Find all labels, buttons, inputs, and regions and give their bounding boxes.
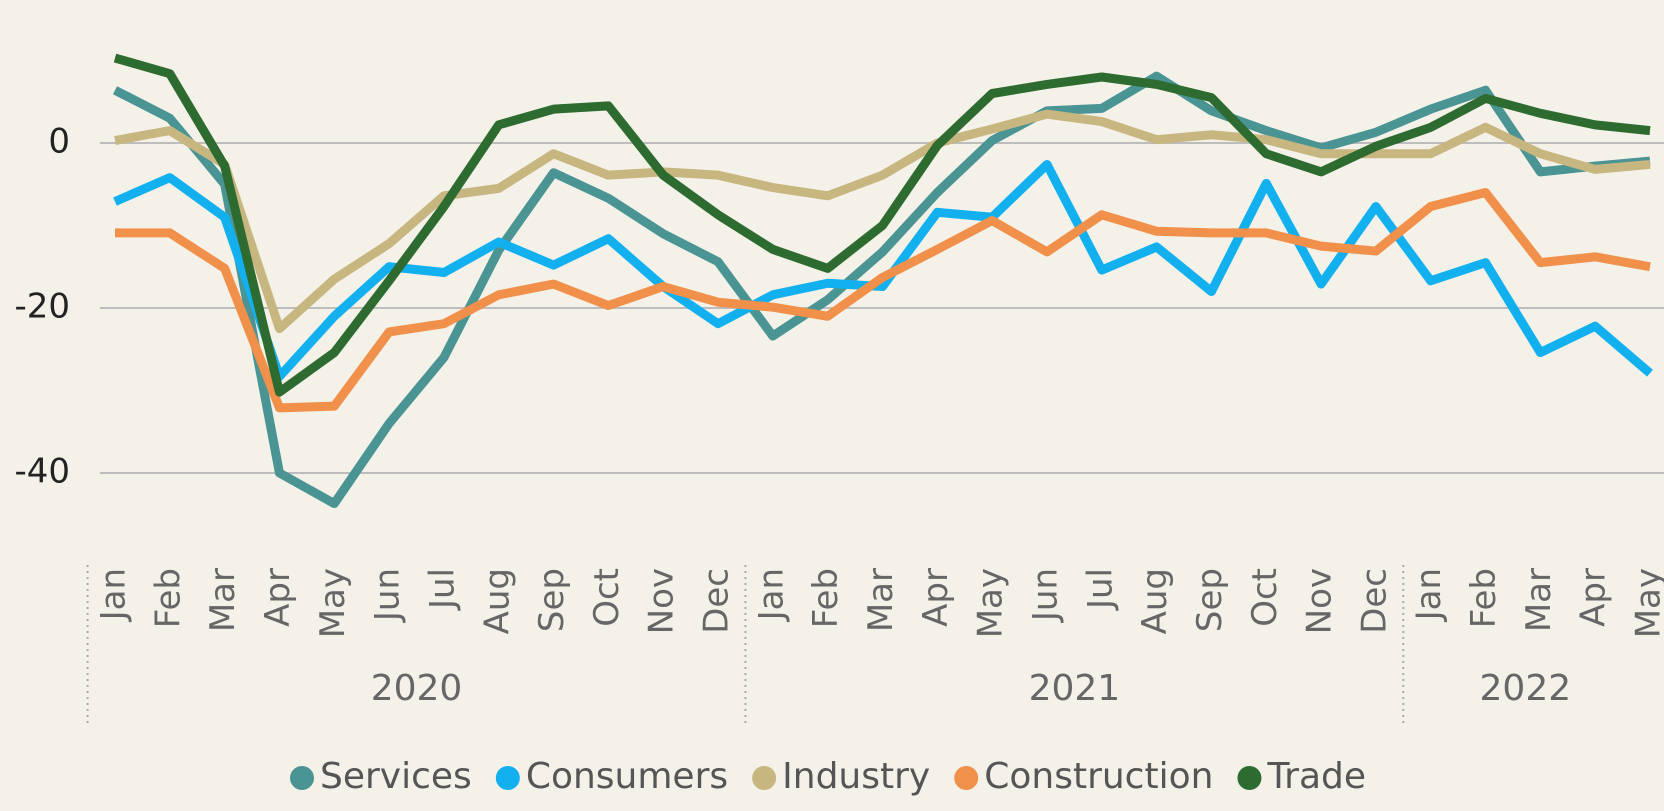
- x-tick-label: Feb: [1464, 568, 1504, 628]
- series-line: [112, 71, 1651, 509]
- x-group-label: 2020: [371, 668, 463, 709]
- x-tick-label: Mar: [203, 568, 243, 632]
- legend-marker: [954, 766, 979, 790]
- series-line: [114, 109, 1651, 334]
- legend-label: Trade: [1266, 756, 1366, 797]
- x-tick-label: Jan: [94, 568, 134, 622]
- legend-marker: [752, 766, 777, 790]
- y-tick-label: -20: [14, 287, 70, 327]
- x-tick-label: May: [1629, 568, 1664, 638]
- x-tick-label: Aug: [1135, 568, 1175, 634]
- y-tick-label: -40: [14, 452, 70, 492]
- legend-marker: [495, 766, 520, 790]
- x-tick-label: May: [971, 568, 1011, 638]
- x-tick-label: Nov: [642, 568, 682, 634]
- x-group-label: 2021: [1029, 668, 1121, 709]
- x-tick-label: Jan: [1409, 568, 1449, 622]
- x-tick-label: Dec: [697, 568, 737, 634]
- x-tick-label: Jul: [1080, 568, 1120, 611]
- x-tick-label: Jul: [422, 568, 462, 611]
- x-group-label: 2022: [1480, 668, 1572, 709]
- x-tick-label: May: [313, 568, 353, 638]
- x-tick-label: Jun: [1025, 568, 1065, 623]
- x-tick-label: Nov: [1300, 568, 1340, 634]
- x-tick-label: Jun: [368, 568, 408, 623]
- x-tick-label: Apr: [258, 568, 298, 627]
- x-tick-label: Feb: [148, 568, 188, 628]
- legend-marker: [1237, 766, 1262, 790]
- legend-marker: [290, 766, 314, 790]
- legend-label: Consumers: [526, 756, 728, 797]
- x-tick-label: Aug: [477, 568, 517, 634]
- x-tick-label: Sep: [532, 568, 572, 632]
- x-tick-label: Jan: [751, 568, 791, 622]
- series-line: [113, 53, 1651, 397]
- x-tick-label: Oct: [1245, 568, 1285, 627]
- x-tick-label: Apr: [1574, 568, 1614, 627]
- series-line: [115, 188, 1651, 413]
- x-tick-label: Mar: [861, 568, 901, 632]
- x-tick-label: Apr: [916, 568, 956, 627]
- x-tick-label: Sep: [1190, 568, 1230, 632]
- x-tick-label: Dec: [1354, 568, 1394, 634]
- x-tick-label: Mar: [1519, 568, 1559, 632]
- legend-label: Construction: [984, 756, 1213, 797]
- x-tick-label: Oct: [587, 568, 627, 627]
- x-tick-label: Feb: [806, 568, 846, 628]
- y-tick-label: 0: [48, 122, 70, 162]
- legend-label: Services: [320, 756, 472, 797]
- legend-label: Industry: [782, 756, 930, 797]
